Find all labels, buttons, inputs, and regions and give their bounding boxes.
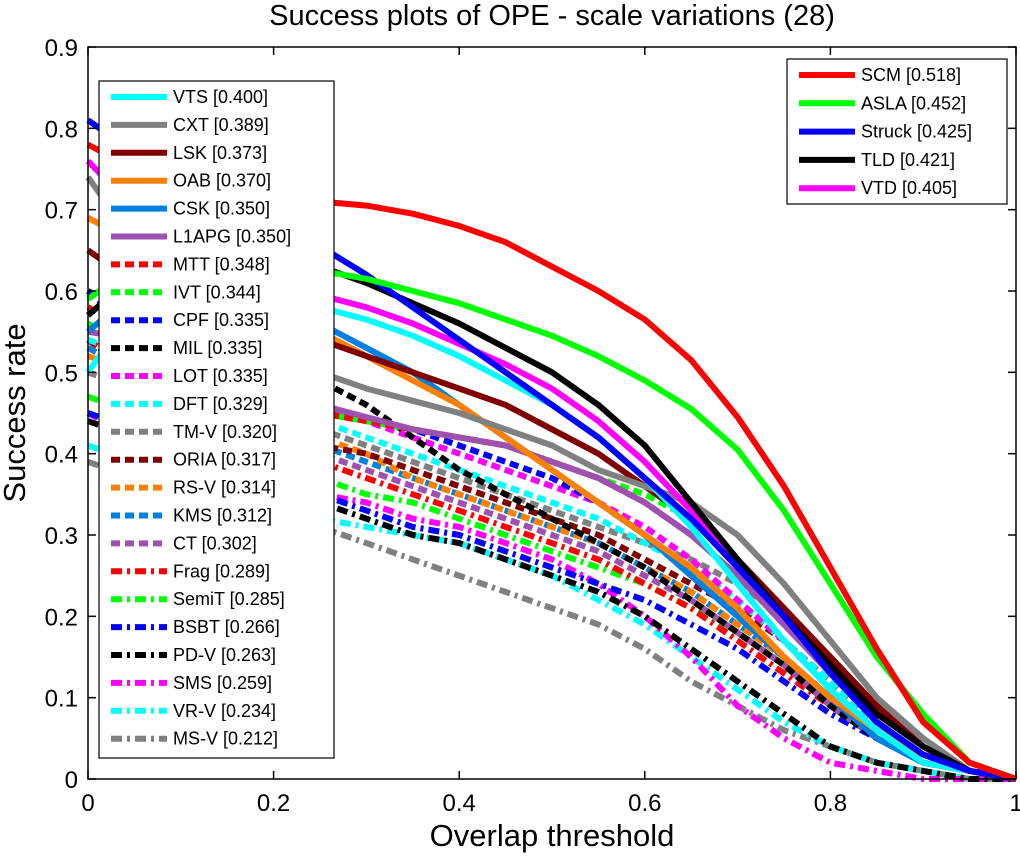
legend-left: VTS [0.400] CXT [0.389] LSK [0.373] OAB [0.…: [98, 80, 335, 759]
y-axis-title: Success rate: [0, 323, 32, 502]
x-tick-label: 0.2: [257, 790, 290, 817]
legend-label-ct: CT [0.302]: [173, 533, 257, 553]
legend-label-ms-v: MS-V [0.212]: [173, 729, 278, 749]
series-line-sms: [86, 410, 1016, 782]
y-tick-label: 0.9: [45, 35, 78, 62]
legend-label-oab: OAB [0.370]: [173, 171, 271, 191]
legend-label-vts: VTS [0.400]: [173, 87, 268, 107]
legend-box: [98, 80, 335, 759]
legend-label-frag: Frag [0.289]: [173, 561, 270, 581]
y-tick-label: 0.1: [45, 686, 78, 713]
x-tick-label: 0: [81, 790, 94, 817]
legend-label-pd-v: PD-V [0.263]: [173, 645, 276, 665]
x-tick-label: 0.8: [814, 790, 847, 817]
y-tick-label: 0.5: [45, 360, 78, 387]
legend-label-ivt: IVT [0.344]: [173, 282, 261, 302]
chart-title: Success plots of OPE - scale variations …: [269, 0, 835, 32]
legend-label-scm: SCM [0.518]: [861, 65, 961, 85]
legend-label-dft: DFT [0.329]: [173, 394, 268, 414]
legend-label-mtt: MTT [0.348]: [173, 254, 270, 274]
legend-label-tm-v: TM-V [0.320]: [173, 422, 277, 442]
legend-label-semit: SemiT [0.285]: [173, 589, 285, 609]
y-tick-label: 0.6: [45, 279, 78, 306]
plot-area-frame: [87, 46, 1017, 780]
legend-label-vr-v: VR-V [0.234]: [173, 701, 276, 721]
legend-label-sms: SMS [0.259]: [173, 673, 272, 693]
axis-ticks: 0 0.2 0.4 0.6 0.8 1 0 0.1 0.2 0.3 0.4 0.5 0.6 0.7 0.8 0…: [45, 35, 1020, 817]
series-line-dft: [87, 336, 1017, 782]
legend-label-kms: KMS [0.312]: [173, 506, 272, 526]
legend-label-lsk: LSK [0.373]: [173, 143, 267, 163]
x-tick-label: 0.6: [628, 790, 661, 817]
legend-label-l1apg: L1APG [0.350]: [173, 227, 291, 247]
y-tick-label: 0.8: [45, 116, 78, 143]
y-tick-label: 0: [65, 767, 78, 794]
x-tick-label: 1: [1009, 790, 1020, 817]
series-line-mil: [86, 288, 1017, 782]
legend-label-vtd: VTD [0.405]: [861, 178, 957, 198]
y-tick-label: 0.2: [45, 604, 78, 631]
legend-label-cpf: CPF [0.335]: [173, 310, 269, 330]
legend-label-struck: Struck [0.425]: [861, 122, 972, 142]
legend-label-oria: ORIA [0.317]: [173, 450, 276, 470]
x-axis-title: Overlap threshold: [430, 818, 675, 853]
legend-label-bsbt: BSBT [0.266]: [173, 617, 280, 637]
legend-label-lot: LOT [0.335]: [173, 366, 268, 386]
legend-label-mil: MIL [0.335]: [173, 338, 262, 358]
legend-label-asla: ASLA [0.452]: [861, 93, 966, 113]
legend-label-csk: CSK [0.350]: [173, 199, 270, 219]
legend-label-rs-v: RS-V [0.314]: [173, 478, 276, 498]
y-tick-label: 0.7: [45, 198, 78, 225]
x-tick-label: 0.4: [443, 790, 476, 817]
legend-label-cxt: CXT [0.389]: [173, 115, 269, 135]
series-line-pd-v: [87, 418, 1016, 782]
y-tick-label: 0.4: [45, 442, 78, 469]
legend-top-right: SCM [0.518] ASLA [0.452] Struck [0.425] TLD…: [786, 58, 1008, 205]
legend-label-tld: TLD [0.421]: [861, 150, 955, 170]
y-tick-label: 0.3: [45, 523, 78, 550]
